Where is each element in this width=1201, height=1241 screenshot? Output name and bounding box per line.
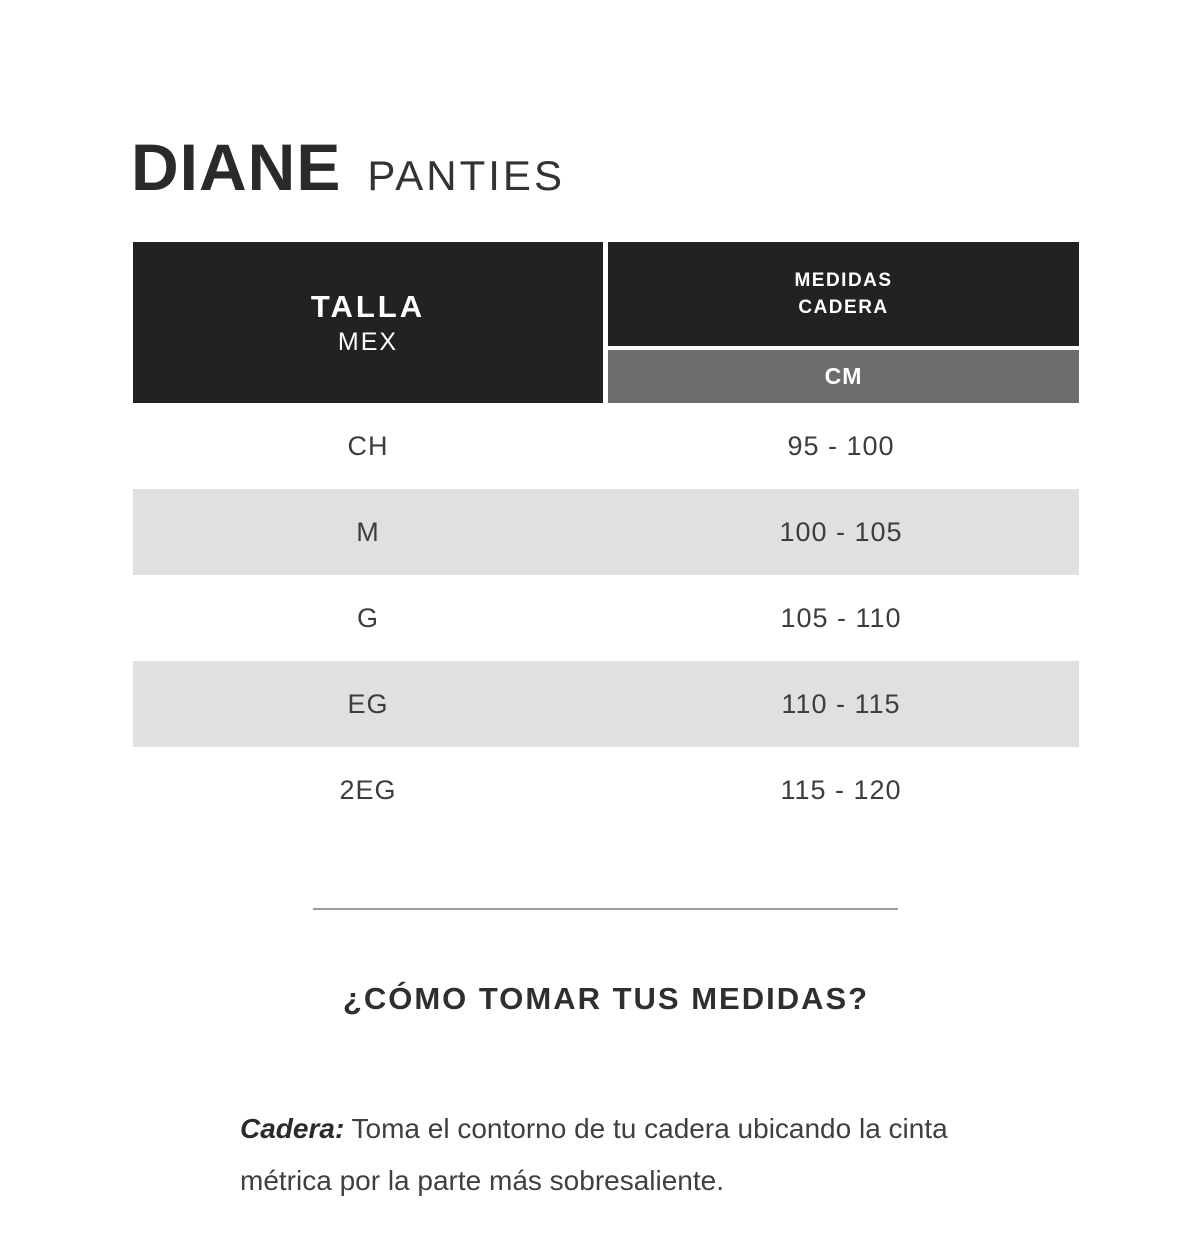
size-label: EG [347, 688, 389, 719]
size-label: CH [347, 430, 389, 461]
table-row-eg: EG 110 - 115 [133, 661, 1079, 747]
size-table-header: TALLA MEX MEDIDAS CADERA CM [133, 242, 1079, 403]
measure-range: 110 - 115 [781, 688, 901, 719]
header-mex-label: MEX [337, 327, 399, 356]
section-divider [313, 908, 898, 910]
table-row-2eg: 2EG 115 - 120 [133, 747, 1079, 833]
header-cell-talla-mex: TALLA MEX [133, 242, 603, 403]
size-table-body: CH 95 - 100 M 100 - 105 G 105 - 110 EG 1… [133, 403, 1079, 833]
table-row-g: G 105 - 110 [133, 575, 1079, 661]
table-row-ch: CH 95 - 100 [133, 403, 1079, 489]
size-table: TALLA MEX MEDIDAS CADERA CM CH 95 - 100 … [133, 242, 1079, 833]
cadera-term: Cadera: [240, 1113, 345, 1144]
table-row-m: M 100 - 105 [133, 489, 1079, 575]
how-to-measure-heading: ¿CÓMO TOMAR TUS MEDIDAS? [342, 981, 870, 1016]
unit-cm-label: CM [824, 363, 863, 389]
measure-range: 105 - 110 [780, 602, 902, 633]
header-cell-medidas-cadera: MEDIDAS CADERA [608, 242, 1079, 346]
measure-range: 100 - 105 [779, 516, 903, 547]
header-column-medidas: MEDIDAS CADERA CM [608, 242, 1079, 403]
page-title: DIANE PANTIES [131, 134, 565, 200]
header-cell-cm: CM [608, 350, 1079, 403]
size-label: M [356, 516, 380, 547]
size-label: 2EG [339, 774, 397, 805]
cadera-description: Toma el contorno de tu cadera ubicando l… [240, 1113, 948, 1196]
product-line-label: PANTIES [367, 152, 565, 199]
size-label: G [356, 602, 379, 633]
header-cadera-label: CADERA [798, 297, 889, 318]
brand-name: DIANE [131, 130, 342, 204]
measure-range: 95 - 100 [787, 430, 895, 461]
measure-range: 115 - 120 [780, 774, 902, 805]
header-medidas-label: MEDIDAS [794, 270, 893, 291]
header-talla-label: TALLA [310, 288, 426, 324]
cadera-instructions: Cadera: Toma el contorno de tu cadera ub… [240, 1103, 975, 1207]
